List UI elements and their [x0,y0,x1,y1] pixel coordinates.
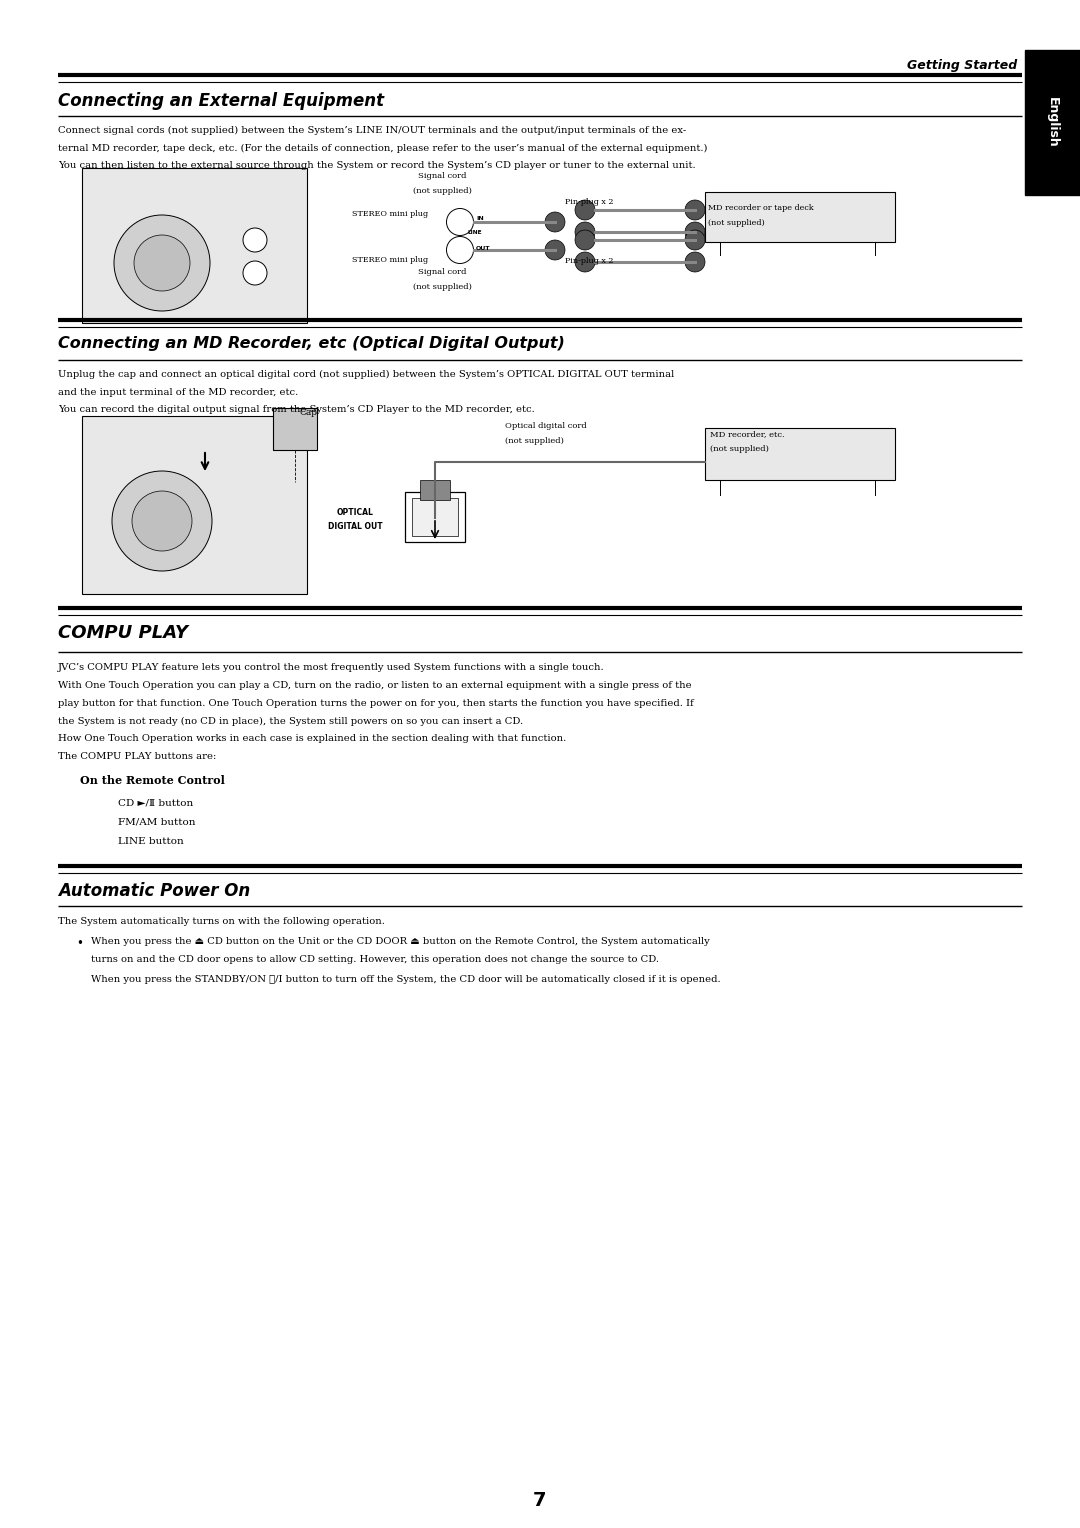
Text: Getting Started: Getting Started [907,58,1017,72]
Text: When you press the ⏏ CD button on the Unit or the CD DOOR ⏏ button on the Remote: When you press the ⏏ CD button on the Un… [91,937,710,946]
Circle shape [132,490,192,552]
Text: FM/AM button: FM/AM button [118,817,195,827]
Text: You can then listen to the external source through the System or record the Syst: You can then listen to the external sour… [58,160,696,170]
Circle shape [685,252,705,272]
Text: (not supplied): (not supplied) [413,283,472,290]
Bar [705,193,895,241]
Circle shape [243,228,267,252]
Text: STEREO mini plug: STEREO mini plug [352,209,428,219]
Bar [273,408,318,451]
Bar [82,168,307,322]
Text: JVC’s COMPU PLAY feature lets you control the most frequently used System functi: JVC’s COMPU PLAY feature lets you contro… [58,663,605,672]
Text: OPTICAL: OPTICAL [337,507,374,516]
Text: The System automatically turns on with the following operation.: The System automatically turns on with t… [58,917,384,926]
Circle shape [446,208,473,235]
Circle shape [545,212,565,232]
Text: COMPU PLAY: COMPU PLAY [58,623,188,642]
Text: Optical digital cord: Optical digital cord [505,422,586,429]
Text: MD recorder, etc.: MD recorder, etc. [710,429,785,439]
Text: Unplug the cap and connect an optical digital cord (not supplied) between the Sy: Unplug the cap and connect an optical di… [58,370,674,379]
Circle shape [575,252,595,272]
Bar [420,480,450,500]
Text: STEREO mini plug: STEREO mini plug [352,257,428,264]
Text: English: English [1047,96,1059,147]
Text: the System is not ready (no CD in place), the System still powers on so you can : the System is not ready (no CD in place)… [58,717,523,726]
Text: When you press the STANDBY/ON ⏻/I button to turn off the System, the CD door wil: When you press the STANDBY/ON ⏻/I button… [91,975,720,984]
Text: Pin-plug x 2: Pin-plug x 2 [565,199,613,206]
Text: CD ►/Ⅱ button: CD ►/Ⅱ button [118,799,193,808]
Bar [411,498,458,536]
Circle shape [446,237,473,263]
Text: DIGITAL OUT: DIGITAL OUT [327,523,382,532]
Text: Automatic Power On: Automatic Power On [58,882,251,900]
Text: Cap: Cap [300,408,318,417]
Polygon shape [1025,50,1080,196]
Text: and the input terminal of the MD recorder, etc.: and the input terminal of the MD recorde… [58,388,298,396]
Text: Connect signal cords (not supplied) between the System’s LINE IN/OUT terminals a: Connect signal cords (not supplied) betw… [58,125,686,134]
Text: You can record the digital output signal from the System’s CD Player to the MD r: You can record the digital output signal… [58,405,535,414]
Text: (not supplied): (not supplied) [505,437,564,445]
Circle shape [243,261,267,286]
Text: With One Touch Operation you can play a CD, turn on the radio, or listen to an e: With One Touch Operation you can play a … [58,681,691,689]
Text: 7: 7 [534,1490,546,1510]
Circle shape [575,200,595,220]
Text: How One Touch Operation works in each case is explained in the section dealing w: How One Touch Operation works in each ca… [58,733,566,743]
Text: LINE button: LINE button [118,837,184,847]
Text: ternal MD recorder, tape deck, etc. (For the details of connection, please refer: ternal MD recorder, tape deck, etc. (For… [58,144,707,153]
Circle shape [685,222,705,241]
Circle shape [112,471,212,571]
Text: Signal cord: Signal cord [418,173,467,180]
Circle shape [545,240,565,260]
Text: (not supplied): (not supplied) [413,186,472,196]
Text: play button for that function. One Touch Operation turns the power on for you, t: play button for that function. One Touch… [58,698,693,707]
Circle shape [575,222,595,241]
Circle shape [114,215,210,312]
Text: Pin-plug x 2: Pin-plug x 2 [565,257,613,264]
Text: Connecting an External Equipment: Connecting an External Equipment [58,92,384,110]
Circle shape [575,231,595,251]
Circle shape [134,235,190,290]
Text: The COMPU PLAY buttons are:: The COMPU PLAY buttons are: [58,752,216,761]
Text: Signal cord: Signal cord [418,267,467,277]
Circle shape [685,231,705,251]
Bar [405,492,465,542]
Text: (not supplied): (not supplied) [710,445,769,452]
Text: turns on and the CD door opens to allow CD setting. However, this operation does: turns on and the CD door opens to allow … [91,955,659,964]
Text: LINE: LINE [468,231,483,235]
Text: •: • [76,937,83,950]
Bar [82,416,307,594]
Bar [705,428,895,480]
Text: IN: IN [476,215,484,222]
Text: MD recorder or tape deck: MD recorder or tape deck [708,205,813,212]
Circle shape [685,200,705,220]
Text: Connecting an MD Recorder, etc (Optical Digital Output): Connecting an MD Recorder, etc (Optical … [58,336,565,351]
Text: OUT: OUT [476,246,490,251]
Text: (not supplied): (not supplied) [708,219,765,228]
Text: On the Remote Control: On the Remote Control [80,775,225,785]
